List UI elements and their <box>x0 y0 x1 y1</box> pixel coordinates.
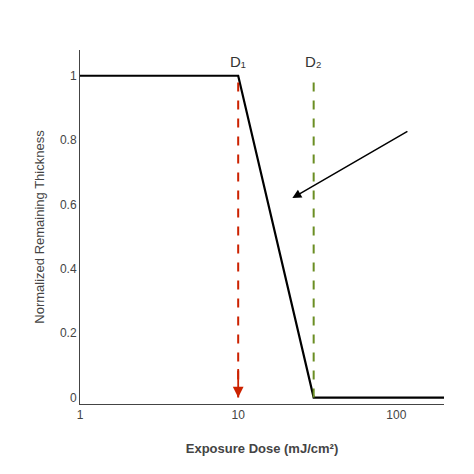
svg-text:D₂: D₂ <box>305 53 322 70</box>
svg-text:0.6: 0.6 <box>60 198 77 212</box>
svg-text:0.8: 0.8 <box>60 133 77 147</box>
svg-text:10: 10 <box>232 408 246 422</box>
svg-text:0.2: 0.2 <box>60 326 77 340</box>
svg-text:Exposure Dose (mJ/cm²): Exposure Dose (mJ/cm²) <box>186 441 338 456</box>
svg-text:100: 100 <box>386 408 406 422</box>
svg-text:Normalized Remaining Thickness: Normalized Remaining Thickness <box>32 130 47 324</box>
svg-text:1: 1 <box>77 408 84 422</box>
svg-text:0.4: 0.4 <box>60 262 77 276</box>
svg-text:1: 1 <box>70 69 77 83</box>
svg-text:0: 0 <box>70 391 77 405</box>
svg-text:D₁: D₁ <box>230 53 246 70</box>
